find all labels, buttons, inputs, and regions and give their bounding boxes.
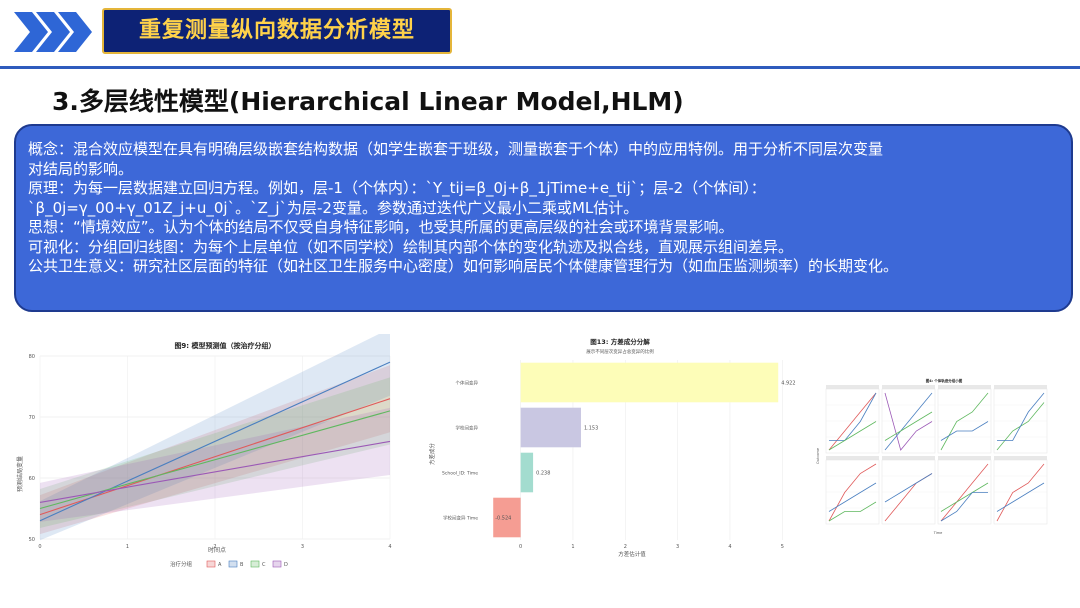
y-tick-label: 60 bbox=[29, 476, 35, 482]
data-label: 1.153 bbox=[584, 426, 598, 432]
header-title-box: 重复测量纵向数据分析模型 bbox=[102, 8, 452, 54]
x-tick-label: 0 bbox=[519, 544, 522, 550]
y-tick-label: 50 bbox=[29, 537, 35, 543]
trajectory-chart: 图4: 个体轨迹分组小图 Outcome Time bbox=[814, 376, 1054, 546]
y-tick-label: 学校间变异 Time bbox=[443, 515, 478, 522]
trajectory-line bbox=[828, 501, 877, 522]
bar bbox=[520, 452, 534, 493]
trajectory-chart-svg: 图4: 个体轨迹分组小图 Outcome Time bbox=[816, 378, 1048, 535]
concept-line: 公共卫生意义：研究社区层面的特征（如社区卫生服务中心密度）如何影响居民个体健康管… bbox=[28, 257, 899, 275]
panel-strip bbox=[826, 456, 879, 460]
trajectory-line bbox=[828, 421, 877, 451]
x-tick-label: 3 bbox=[301, 544, 304, 550]
trajectory-line bbox=[940, 492, 988, 522]
trajectory-line bbox=[940, 463, 989, 522]
y-tick-label: 个体间变异 bbox=[456, 380, 479, 387]
panel-strip bbox=[882, 456, 935, 460]
panel-strip bbox=[938, 456, 991, 460]
x-tick-label: 1 bbox=[126, 544, 129, 550]
variance-chart-svg: 图13: 方差成分分解 展示不同层次变异占总变异的比例 方差成分 方差估计值 0… bbox=[428, 337, 796, 558]
legend-swatch bbox=[272, 560, 282, 568]
trajectory-chart-title: 图4: 个体轨迹分组小图 bbox=[926, 378, 963, 383]
bar bbox=[520, 362, 779, 403]
trajectory-line bbox=[884, 473, 933, 503]
legend-label: B bbox=[240, 562, 244, 568]
trajectory-line bbox=[996, 482, 1045, 512]
concept-line: 原理：为每一层数据建立回归方程。例如，层-1（个体内）：`Y_tij=β_0j+… bbox=[28, 179, 766, 197]
panel-strip bbox=[882, 385, 935, 389]
x-tick-label: 2 bbox=[213, 544, 216, 550]
panel-strip bbox=[994, 456, 1047, 460]
prediction-chart-legend-title: 治疗分组 bbox=[170, 560, 193, 568]
concept-line: 思想：“情境效应”。认为个体的结局不仅受自身特征影响，也受其所属的更高层级的社会… bbox=[28, 218, 734, 236]
concept-box: 概念：混合效应模型在具有明确层级嵌套结构数据（如学生嵌套于班级，测量嵌套于个体）… bbox=[14, 124, 1073, 312]
x-tick-label: 1 bbox=[571, 544, 574, 550]
data-label: -0.524 bbox=[495, 516, 511, 522]
variance-chart: 图13: 方差成分分解 展示不同层次变异占总变异的比例 方差成分 方差估计值 0… bbox=[420, 334, 810, 566]
concept-line: `β_0j=γ_00+γ_01Z_j+u_0j`。`Z_j`为层-2变量。参数通… bbox=[28, 198, 639, 217]
bar bbox=[520, 407, 581, 448]
concept-line: 概念：混合效应模型在具有明确层级嵌套结构数据（如学生嵌套于班级，测量嵌套于个体）… bbox=[28, 140, 884, 158]
x-tick-label: 2 bbox=[624, 544, 627, 550]
panel-strip bbox=[826, 385, 879, 389]
confidence-band bbox=[40, 377, 390, 529]
y-tick-label: 70 bbox=[29, 415, 35, 421]
variance-chart-xlabel: 方差估计值 bbox=[618, 550, 646, 558]
trajectory-chart-xlabel: Time bbox=[933, 531, 943, 535]
confidence-band bbox=[40, 365, 390, 535]
chevron-arrows-icon bbox=[14, 12, 92, 52]
y-tick-label: 学校间变异 bbox=[456, 425, 479, 432]
prediction-chart: 图9: 模型预测值（按治疗分组） 预测结局变量 时间点 治疗分组 50 60 70 8… bbox=[10, 334, 402, 594]
panel-strip bbox=[938, 385, 991, 389]
x-tick-label: 5 bbox=[781, 544, 784, 550]
legend-label: C bbox=[262, 562, 266, 568]
page-title: 重复测量纵向数据分析模型 bbox=[138, 18, 415, 43]
trajectory-line bbox=[828, 482, 877, 512]
trajectory-line bbox=[884, 392, 933, 451]
series-line bbox=[39, 440, 391, 503]
y-tick-label: 80 bbox=[29, 354, 35, 360]
prediction-chart-ylabel: 预测结局变量 bbox=[16, 456, 24, 492]
section-title: 3.多层线性模型(Hierarchical Linear Model,HLM) bbox=[52, 87, 684, 116]
panel-strip bbox=[994, 385, 1047, 389]
legend-swatch bbox=[250, 560, 260, 568]
concept-line: 可视化：分组回归线图：为每个上层单位（如不同学校）绘制其内部个体的变化轨迹及拟合… bbox=[28, 237, 794, 256]
trajectory-line bbox=[829, 392, 877, 441]
data-label: 4.922 bbox=[781, 381, 795, 387]
prediction-chart-xlabel: 时间点 bbox=[208, 546, 226, 554]
legend-label: D bbox=[284, 562, 288, 568]
trajectory-chart-ylabel: Outcome bbox=[816, 448, 820, 464]
trajectory-line bbox=[884, 411, 933, 441]
prediction-chart-svg: 图9: 模型预测值（按治疗分组） 预测结局变量 时间点 治疗分组 50 60 70 8… bbox=[16, 334, 392, 568]
x-tick-label: 0 bbox=[38, 544, 41, 550]
legend-label: A bbox=[218, 562, 222, 568]
legend-swatch bbox=[206, 560, 216, 568]
variance-chart-ylabel: 方差成分 bbox=[428, 443, 436, 466]
legend-swatch bbox=[228, 560, 238, 568]
trajectory-line bbox=[940, 421, 989, 441]
data-label: 0.238 bbox=[536, 471, 550, 477]
trajectory-line bbox=[884, 392, 933, 451]
variance-chart-title: 图13: 方差成分分解 bbox=[590, 337, 650, 346]
confidence-band bbox=[40, 334, 390, 541]
series-line bbox=[39, 361, 391, 522]
series-line bbox=[39, 398, 391, 516]
prediction-chart-title: 图9: 模型预测值（按治疗分组） bbox=[174, 341, 275, 350]
concept-line: 对结局的影响。 bbox=[28, 159, 134, 178]
confidence-band bbox=[40, 407, 390, 522]
y-tick-label: School_ID: Time bbox=[442, 471, 478, 477]
slide-header: 重复测量纵向数据分析模型 bbox=[0, 0, 1080, 70]
bar bbox=[493, 497, 521, 538]
x-tick-label: 3 bbox=[676, 544, 679, 550]
trajectory-line bbox=[940, 482, 989, 512]
variance-chart-subtitle: 展示不同层次变异占总变异的比例 bbox=[586, 348, 654, 355]
x-tick-label: 4 bbox=[728, 544, 731, 550]
x-tick-label: 4 bbox=[388, 544, 391, 550]
trajectory-line bbox=[997, 392, 1045, 441]
header-divider bbox=[0, 66, 1080, 69]
